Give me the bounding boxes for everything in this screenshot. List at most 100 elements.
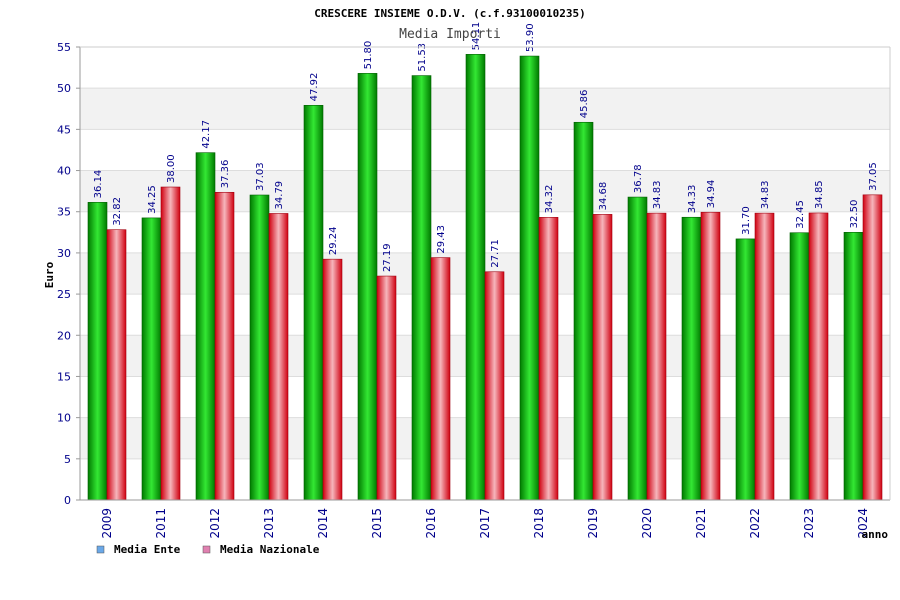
bar-media-nazionale bbox=[646, 212, 667, 501]
y-tick-label: 5 bbox=[64, 453, 71, 466]
y-tick-label: 0 bbox=[64, 494, 71, 507]
y-tick-label: 30 bbox=[57, 247, 71, 260]
chart-subtitle: Media Importi bbox=[399, 27, 501, 42]
bar-media-ente bbox=[627, 196, 648, 501]
x-tick-label: 2016 bbox=[424, 508, 438, 539]
x-tick-label: 2017 bbox=[478, 508, 492, 539]
x-tick-label: 2011 bbox=[154, 508, 168, 539]
bar-media-ente bbox=[357, 73, 378, 501]
data-label-media-nazionale: 34.83 bbox=[652, 180, 663, 209]
bar-media-nazionale bbox=[376, 275, 397, 501]
y-tick-label: 50 bbox=[57, 82, 71, 95]
y-tick-label: 40 bbox=[57, 165, 71, 178]
y-tick-label: 55 bbox=[57, 41, 71, 54]
data-label-media-ente: 37.03 bbox=[255, 162, 266, 191]
bar-media-ente bbox=[681, 216, 702, 501]
data-label-media-nazionale: 34.85 bbox=[814, 180, 825, 209]
data-label-media-nazionale: 29.24 bbox=[328, 227, 339, 256]
bar-media-nazionale bbox=[538, 217, 559, 501]
x-tick-label: 2018 bbox=[532, 508, 546, 539]
x-tick-label: 2023 bbox=[802, 508, 816, 539]
bar-media-nazionale bbox=[592, 214, 613, 501]
data-label-media-ente: 47.92 bbox=[309, 73, 320, 102]
data-label-media-ente: 53.90 bbox=[525, 23, 536, 52]
data-label-media-ente: 32.45 bbox=[795, 200, 806, 229]
data-label-media-ente: 36.14 bbox=[93, 170, 104, 199]
data-label-media-nazionale: 29.43 bbox=[436, 225, 447, 254]
legend-swatch-media-ente bbox=[96, 545, 105, 554]
y-tick-label: 25 bbox=[57, 288, 71, 301]
bar-media-ente bbox=[249, 194, 270, 501]
x-tick-label: 2019 bbox=[586, 508, 600, 539]
data-label-media-ente: 31.70 bbox=[741, 206, 752, 235]
bar-media-ente bbox=[573, 121, 594, 501]
bar-media-ente bbox=[519, 55, 540, 501]
data-label-media-nazionale: 34.79 bbox=[274, 181, 285, 210]
y-tick-label: 35 bbox=[57, 206, 71, 219]
y-tick-label: 10 bbox=[57, 412, 71, 425]
y-tick-label: 45 bbox=[57, 123, 71, 136]
bar-media-nazionale bbox=[484, 271, 505, 501]
bar-media-nazionale bbox=[214, 191, 235, 501]
axes bbox=[79, 46, 891, 501]
y-axis-label: Euro bbox=[43, 261, 56, 288]
data-label-media-ente: 51.53 bbox=[417, 43, 428, 72]
bar-media-nazionale bbox=[862, 194, 883, 501]
bar-media-ente bbox=[735, 238, 756, 501]
data-labels: 36.14 32.82 2009 34.25 38.00 2011 42.17 37.36 20… bbox=[93, 22, 879, 539]
bar-media-ente bbox=[465, 54, 486, 501]
x-tick-label: 2013 bbox=[262, 508, 276, 539]
data-label-media-nazionale: 34.94 bbox=[706, 180, 717, 209]
data-label-media-nazionale: 32.82 bbox=[112, 197, 123, 226]
y-tick-label: 20 bbox=[57, 329, 71, 342]
bar-media-ente bbox=[843, 232, 864, 501]
bar-media-ente bbox=[87, 202, 108, 501]
bar-media-nazionale bbox=[754, 212, 775, 501]
legend-swatch-media-nazionale bbox=[202, 545, 211, 554]
bar-media-ente bbox=[789, 232, 810, 501]
chart-title: CRESCERE INSIEME O.D.V. (c.f.93100010235… bbox=[314, 7, 586, 20]
data-label-media-ente: 51.80 bbox=[363, 41, 374, 70]
legend: Media Ente Media Nazionale bbox=[96, 543, 320, 556]
y-tick-label: 15 bbox=[57, 370, 71, 383]
x-tick-label: 2022 bbox=[748, 508, 762, 539]
x-tick-label: 2015 bbox=[370, 508, 384, 539]
data-label-media-ente: 34.33 bbox=[687, 185, 698, 214]
data-label-media-nazionale: 34.32 bbox=[544, 185, 555, 214]
bar-media-nazionale bbox=[322, 258, 343, 501]
x-tick-label: 2021 bbox=[694, 508, 708, 539]
data-label-media-ente: 45.86 bbox=[579, 90, 590, 119]
data-label-media-ente: 36.78 bbox=[633, 164, 644, 193]
bar-media-ente bbox=[141, 217, 162, 501]
data-label-media-ente: 34.25 bbox=[147, 185, 158, 214]
bars bbox=[87, 54, 883, 501]
data-label-media-nazionale: 27.71 bbox=[490, 239, 501, 268]
x-tick-label: 2014 bbox=[316, 508, 330, 539]
bar-media-nazionale bbox=[106, 229, 127, 501]
x-tick-label: 2012 bbox=[208, 508, 222, 539]
bar-media-nazionale bbox=[700, 211, 721, 501]
data-label-media-nazionale: 37.05 bbox=[868, 162, 879, 191]
bar-media-nazionale bbox=[430, 257, 451, 501]
x-tick-label: 2020 bbox=[640, 508, 654, 539]
legend-label-media-nazionale: Media Nazionale bbox=[220, 543, 320, 556]
data-label-media-nazionale: 34.83 bbox=[760, 180, 771, 209]
bar-media-ente bbox=[195, 152, 216, 501]
data-label-media-ente: 54.11 bbox=[471, 22, 482, 51]
x-tick-label: 2009 bbox=[100, 508, 114, 539]
data-label-media-nazionale: 37.36 bbox=[220, 160, 231, 189]
data-label-media-ente: 32.50 bbox=[849, 200, 860, 229]
data-label-media-nazionale: 34.68 bbox=[598, 182, 609, 211]
legend-label-media-ente: Media Ente bbox=[114, 543, 181, 556]
bar-media-ente bbox=[411, 75, 432, 501]
bar-media-ente bbox=[303, 105, 324, 501]
x-tick-label: 2024 bbox=[856, 508, 870, 539]
data-label-media-ente: 42.17 bbox=[201, 120, 212, 149]
x-axis-label: anno bbox=[862, 528, 889, 541]
data-label-media-nazionale: 27.19 bbox=[382, 243, 393, 272]
data-label-media-nazionale: 38.00 bbox=[166, 154, 177, 183]
bar-media-nazionale bbox=[808, 212, 829, 501]
bar-media-nazionale bbox=[160, 186, 181, 501]
bar-media-nazionale bbox=[268, 213, 289, 501]
